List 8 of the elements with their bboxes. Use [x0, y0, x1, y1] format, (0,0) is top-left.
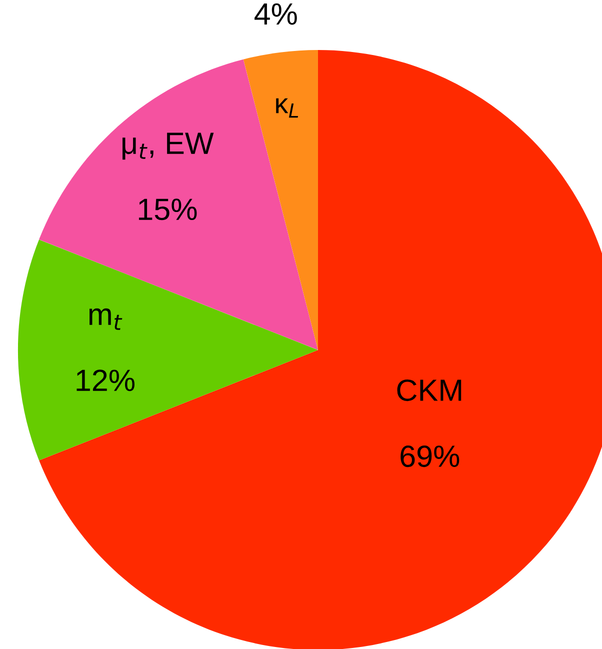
data-label: 12% — [76, 370, 134, 392]
slice-label: m$_{t}$ — [89, 308, 122, 330]
data-label: 69% — [400, 445, 460, 468]
slice-label: CKM — [397, 379, 462, 402]
slice-label: κ$_{L}$ — [276, 98, 298, 118]
data-label: 15% — [138, 198, 197, 220]
data-label: 4% — [254, 3, 297, 25]
slice-label: μ$_{t}$, EW — [122, 132, 214, 160]
